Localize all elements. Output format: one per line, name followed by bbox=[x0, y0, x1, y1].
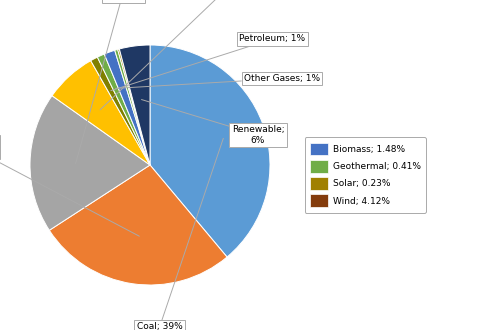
Wedge shape bbox=[30, 96, 150, 230]
Wedge shape bbox=[118, 49, 150, 165]
Wedge shape bbox=[104, 50, 150, 165]
Text: Hyrdropower; 7%: Hyrdropower; 7% bbox=[100, 0, 264, 110]
Text: Other Gases; 1%: Other Gases; 1% bbox=[116, 74, 320, 88]
Wedge shape bbox=[90, 57, 150, 165]
Text: Natural Gas;
27%: Natural Gas; 27% bbox=[0, 137, 140, 236]
Wedge shape bbox=[98, 54, 150, 165]
Text: Coal; 39%: Coal; 39% bbox=[136, 138, 224, 330]
Wedge shape bbox=[150, 45, 270, 257]
Legend: Biomass; 1.48%, Geothermal; 0.41%, Solar; 0.23%, Wind; 4.12%: Biomass; 1.48%, Geothermal; 0.41%, Solar… bbox=[304, 137, 426, 213]
Wedge shape bbox=[52, 61, 150, 165]
Wedge shape bbox=[114, 50, 150, 165]
Text: Nuclear;
19%: Nuclear; 19% bbox=[76, 0, 142, 163]
Wedge shape bbox=[120, 45, 150, 165]
Text: Petroleum; 1%: Petroleum; 1% bbox=[111, 35, 306, 91]
Text: Renewable;
6%: Renewable; 6% bbox=[142, 100, 284, 145]
Wedge shape bbox=[50, 165, 227, 285]
